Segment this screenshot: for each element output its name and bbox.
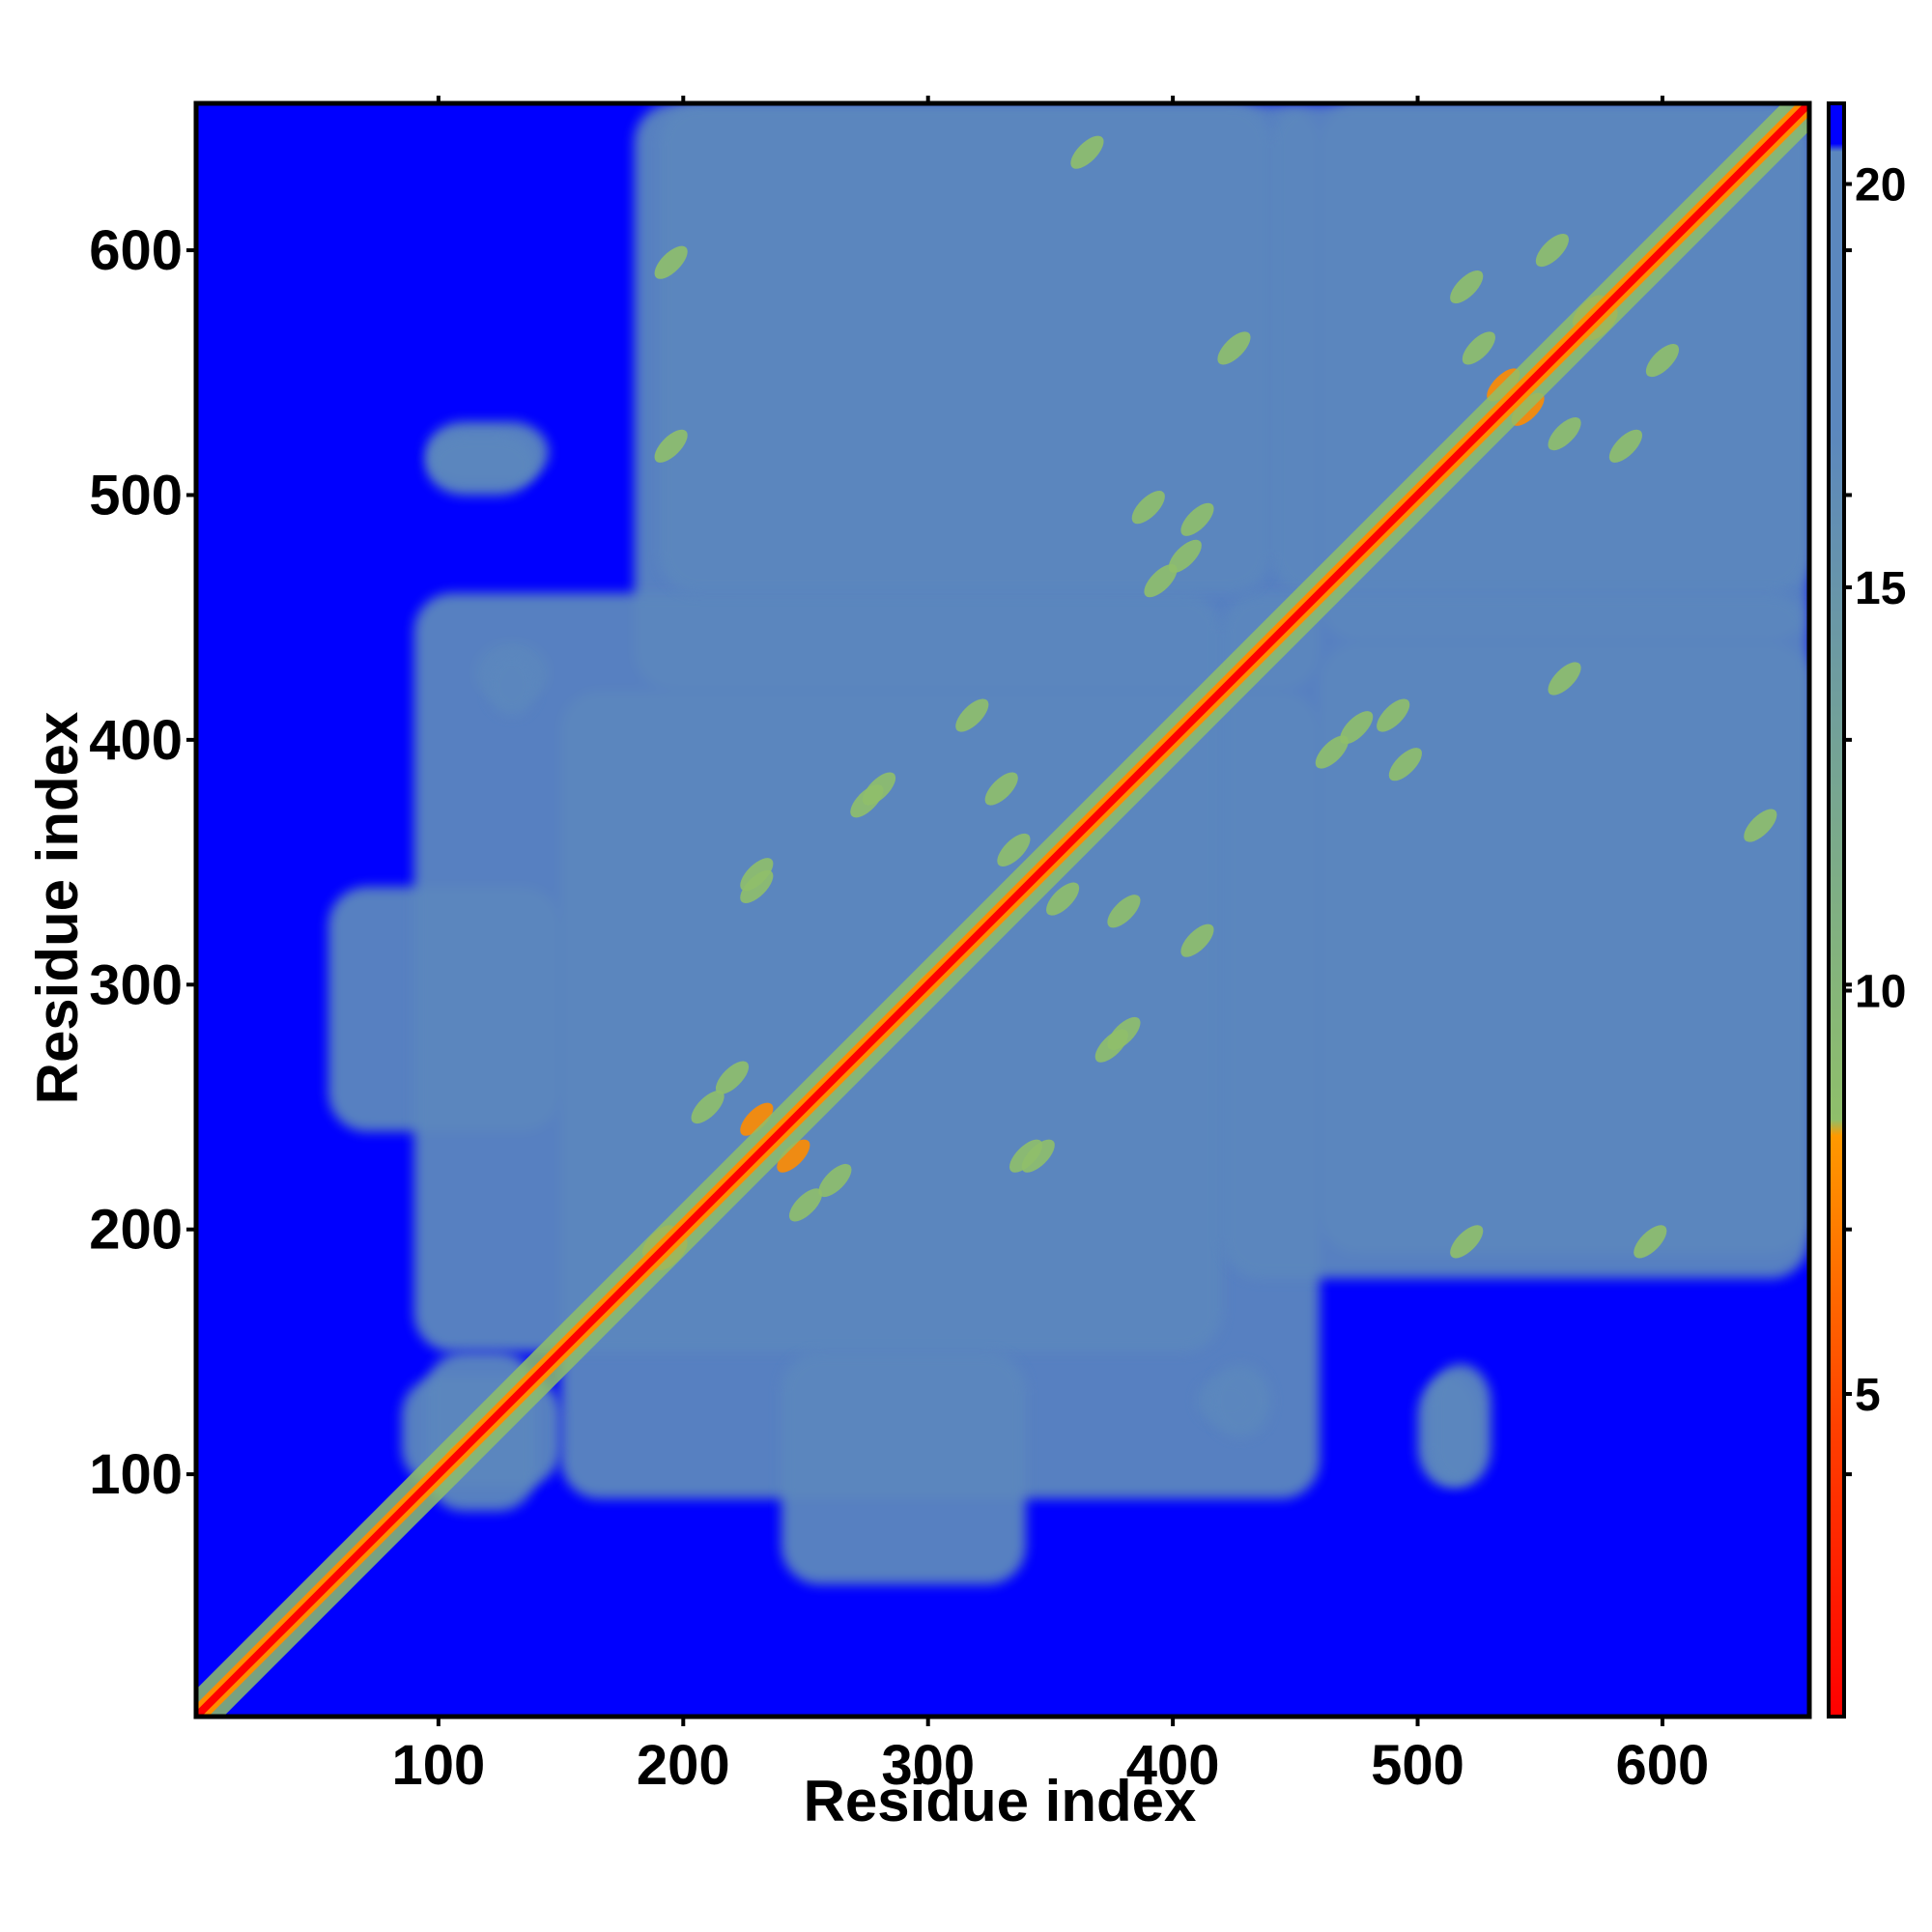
contact-spot-18-mirror <box>654 429 688 463</box>
x-tick-label-100: 100 <box>391 1734 485 1797</box>
contact-spot-7-mirror <box>862 772 896 806</box>
contact-spot-22-mirror <box>788 1188 823 1222</box>
colorbar-tick-label-15: 15 <box>1855 563 1906 614</box>
diagonal-band <box>196 103 1809 1717</box>
x-tick-label-200: 200 <box>637 1734 730 1797</box>
colorbar-tick-label-10: 10 <box>1855 967 1906 1018</box>
contact-spot-25 <box>1021 1139 1055 1173</box>
diagonal-core <box>196 103 1809 1717</box>
contact-spot-9-mirror <box>1377 698 1410 732</box>
contact-spot-5 <box>984 772 1018 806</box>
y-tick-label-200: 200 <box>89 1199 183 1262</box>
contact-spot-2 <box>777 1139 810 1173</box>
contact-spot-20-mirror <box>1070 135 1104 169</box>
contact-spot-24 <box>955 698 989 732</box>
contact-spot-19 <box>1634 1225 1667 1259</box>
dense-region-mirror-0 <box>413 592 1222 1352</box>
contact-spot-23 <box>818 1163 852 1198</box>
contact-spot-2-mirror <box>740 1102 774 1136</box>
contact-spot-17 <box>1645 343 1680 378</box>
contact-spot-25-mirror <box>740 858 774 892</box>
contact-spot-11-mirror <box>1168 539 1202 573</box>
contact-spot-13 <box>1450 270 1484 304</box>
dense-region-mirror-9 <box>781 1351 1027 1585</box>
contact-spot-20 <box>1744 809 1777 842</box>
contact-spot-19-mirror <box>654 245 688 279</box>
contact-spot-10-mirror <box>1548 662 1581 696</box>
contact-spot-22 <box>691 1090 724 1124</box>
contact-spot-12 <box>1388 748 1422 781</box>
plot-frame <box>193 100 1812 1719</box>
contact-spot-23-mirror <box>715 1061 750 1094</box>
dense-region-mirror-3 <box>658 103 1271 593</box>
colorbar-tick-label-5: 5 <box>1855 1370 1881 1421</box>
contact-spot-17-mirror <box>1535 233 1570 268</box>
dense-region-mirror-2 <box>1221 592 1809 1279</box>
y-axis-title: Residue index <box>25 712 90 1105</box>
contact-spot-8 <box>1144 564 1178 598</box>
contact-spot-7 <box>1107 1016 1141 1051</box>
contact-spot-8-mirror <box>1315 735 1349 769</box>
top-axis-ticks <box>436 96 1664 103</box>
contact-spot-10 <box>1217 331 1251 365</box>
contact-spot-12-mirror <box>1131 491 1165 525</box>
y-tick-label-400: 400 <box>89 709 183 772</box>
x-axis-ticks: 100 200 300 400 500 600 <box>391 1717 1709 1797</box>
y-tick-label-500: 500 <box>89 464 183 526</box>
x-tick-label-400: 400 <box>1126 1734 1220 1797</box>
dense-region-mirror-7 <box>426 434 537 496</box>
dense-region-mirror-5 <box>1430 1364 1492 1487</box>
contact-spot-11 <box>1340 711 1374 745</box>
dense-region-mirror-8 <box>487 654 537 716</box>
y-tick-label-300: 300 <box>89 953 183 1016</box>
contact-spot-24-mirror <box>1180 923 1214 957</box>
colorbar-ticks: 5 10 15 20 <box>1844 160 1906 1421</box>
dense-region-mirror-6 <box>1209 1364 1271 1438</box>
contact-spot-15 <box>1548 417 1581 451</box>
contact-spot-13-mirror <box>1608 429 1643 463</box>
colorbar <box>1827 101 1846 1719</box>
y-tick-label-100: 100 <box>89 1443 183 1506</box>
contact-spot-6-mirror <box>997 833 1031 867</box>
x-tick-label-500: 500 <box>1371 1734 1464 1797</box>
contact-spot-6 <box>1045 882 1080 916</box>
contact-spot-9 <box>1180 502 1214 536</box>
y-axis-ticks: 100 200 300 400 500 600 <box>89 219 1852 1506</box>
x-axis-title: Residue index <box>804 1769 1197 1833</box>
y-tick-label-600: 600 <box>89 219 183 282</box>
contact-spot-5-mirror <box>1107 895 1141 928</box>
colorbar-tick-label-20: 20 <box>1855 160 1906 212</box>
x-tick-label-300: 300 <box>881 1734 975 1797</box>
contact-spot-15-mirror <box>1462 331 1495 365</box>
contact-spot-18 <box>1450 1225 1484 1259</box>
x-tick-label-600: 600 <box>1616 1734 1710 1797</box>
